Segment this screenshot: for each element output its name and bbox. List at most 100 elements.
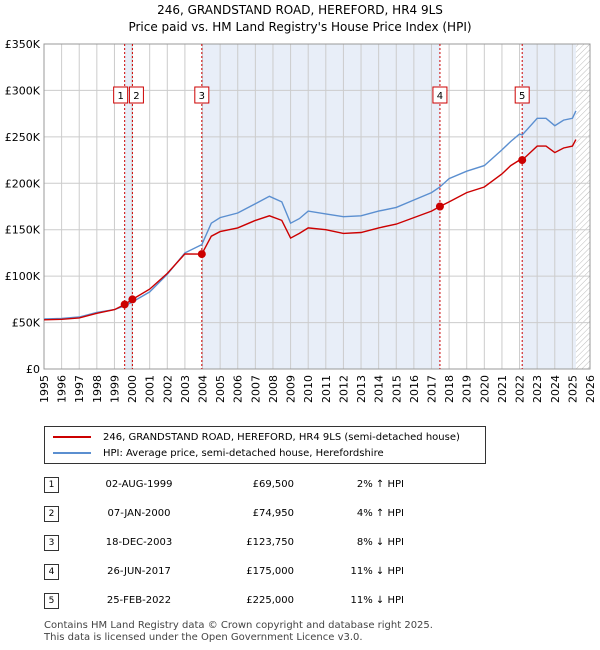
sale-number: 5 <box>44 592 59 609</box>
x-tick-label: 2000 <box>126 375 139 403</box>
sale-number-label: 5 <box>519 91 525 102</box>
legend-label-hpi: HPI: Average price, semi-detached house,… <box>103 447 384 459</box>
sale-date: 25-FEB-2022 <box>106 595 172 606</box>
sale-point <box>435 202 444 211</box>
future-hatch <box>575 44 590 369</box>
price-chart: £0 £50K £100K £150K £200K £250K £300K £350K 1995… <box>5 38 597 403</box>
y-tick-label: £350K <box>5 38 41 51</box>
legend-swatch-hpi <box>53 452 91 454</box>
sale-number-box <box>113 86 129 104</box>
sale-hpi-diff: 2% ↑ HPI <box>356 479 404 490</box>
x-tick-label: 2013 <box>355 375 368 403</box>
sale-row: 3 18-DEC-2003 £123,750 8% ↓ HPI <box>44 528 404 557</box>
x-tick-label: 2025 <box>566 375 579 403</box>
x-tick-label: 2010 <box>302 375 315 403</box>
x-tick-label: 2021 <box>496 375 509 403</box>
sale-point <box>197 250 206 259</box>
y-tick-label: £100K <box>5 270 41 283</box>
legend-item-property: 246, GRANDSTAND ROAD, HEREFORD, HR4 9LS … <box>53 430 460 444</box>
x-tick-label: 1997 <box>73 375 86 403</box>
sale-hpi-diff: 4% ↑ HPI <box>356 508 404 519</box>
sale-number-box <box>194 86 210 104</box>
shaded-period <box>124 44 133 369</box>
x-tick-label: 2014 <box>373 375 386 403</box>
sale-number-box <box>432 86 448 104</box>
sale-number-label: 3 <box>199 91 205 102</box>
x-tick-label: 2024 <box>549 375 562 403</box>
shaded-period <box>522 44 576 369</box>
sale-number-label: 4 <box>437 91 443 102</box>
sale-number-box <box>128 86 144 104</box>
sale-price: £225,000 <box>246 595 294 606</box>
sale-price: £74,950 <box>252 508 294 519</box>
sale-date: 18-DEC-2003 <box>105 537 173 548</box>
x-tick-label: 2002 <box>161 375 174 403</box>
y-tick-label: £250K <box>5 131 41 144</box>
chart-title-line2: Price paid vs. HM Land Registry's House … <box>128 20 472 34</box>
x-tick-label: 2009 <box>285 375 298 403</box>
sale-number: 4 <box>44 563 59 580</box>
y-tick-label: £50K <box>12 317 41 330</box>
sale-point <box>128 295 137 304</box>
x-tick-label: 2005 <box>214 375 227 403</box>
sale-number: 1 <box>44 476 59 493</box>
x-tick-label: 2004 <box>197 375 210 403</box>
x-tick-label: 2007 <box>249 375 262 403</box>
sale-price: £175,000 <box>246 566 294 577</box>
sale-hpi-diff: 11% ↓ HPI <box>350 566 404 577</box>
x-tick-label: 2008 <box>267 375 280 403</box>
sales-table: 1 02-AUG-1999 £69,500 2% ↑ HPI 2 07-JAN-2000 £… <box>44 470 404 615</box>
y-tick-label: £0 <box>26 363 40 376</box>
sale-point <box>518 156 527 165</box>
legend-swatch-property <box>53 436 91 438</box>
hpi-line <box>43 110 577 320</box>
x-tick-label: 2026 <box>584 375 597 403</box>
x-tick-label: 2018 <box>443 375 456 403</box>
y-tick-label: £150K <box>5 224 41 237</box>
footer: Contains HM Land Registry data © Crown c… <box>44 620 433 644</box>
x-tick-label: 2020 <box>478 375 491 403</box>
legend-item-hpi: HPI: Average price, semi-detached house,… <box>53 446 384 460</box>
sale-number: 3 <box>44 534 59 551</box>
chart-title-line1: 246, GRANDSTAND ROAD, HEREFORD, HR4 9LS <box>157 3 443 17</box>
sale-date: 26-JUN-2017 <box>107 566 171 577</box>
plot-frame <box>43 43 591 370</box>
sale-hpi-diff: 8% ↓ HPI <box>356 537 404 548</box>
chart-legend: 246, GRANDSTAND ROAD, HEREFORD, HR4 9LS … <box>44 426 486 464</box>
x-tick-label: 2016 <box>408 375 421 403</box>
x-tick-label: 2003 <box>179 375 192 403</box>
x-tick-label: 1996 <box>56 375 69 403</box>
x-tick-label: 2022 <box>514 375 527 403</box>
x-tick-label: 2006 <box>232 375 245 403</box>
sale-hpi-diff: 11% ↓ HPI <box>350 595 404 606</box>
y-tick-label: £200K <box>5 177 41 190</box>
sale-number-label: 1 <box>117 91 123 102</box>
x-tick-label: 1998 <box>91 375 104 403</box>
x-tick-label: 1999 <box>108 375 121 403</box>
x-tick-label: 2001 <box>144 375 157 403</box>
x-tick-label: 2015 <box>390 375 403 403</box>
sale-number: 2 <box>44 505 59 522</box>
x-tick-label: 2017 <box>425 375 438 403</box>
shaded-period <box>201 44 440 369</box>
x-tick-label: 1995 <box>38 375 51 403</box>
footer-copyright: Contains HM Land Registry data © Crown c… <box>44 620 433 631</box>
sale-row: 1 02-AUG-1999 £69,500 2% ↑ HPI <box>44 470 404 499</box>
sale-price: £69,500 <box>252 479 294 490</box>
sale-number-box <box>514 86 530 104</box>
sale-row: 4 26-JUN-2017 £175,000 11% ↓ HPI <box>44 557 404 586</box>
x-tick-label: 2011 <box>320 375 333 403</box>
footer-licence: This data is licensed under the Open Gov… <box>44 632 363 643</box>
sale-price: £123,750 <box>246 537 294 548</box>
y-tick-label: £300K <box>5 84 41 97</box>
sale-number-label: 2 <box>133 91 139 102</box>
legend-label-property: 246, GRANDSTAND ROAD, HEREFORD, HR4 9LS … <box>103 431 460 443</box>
sale-date: 07-JAN-2000 <box>107 508 171 519</box>
sale-row: 2 07-JAN-2000 £74,950 4% ↑ HPI <box>44 499 404 528</box>
sale-row: 5 25-FEB-2022 £225,000 11% ↓ HPI <box>44 586 404 615</box>
sale-date: 02-AUG-1999 <box>105 479 173 490</box>
sale-point <box>120 300 129 309</box>
x-tick-label: 2023 <box>531 375 544 403</box>
x-tick-label: 2019 <box>461 375 474 403</box>
x-tick-label: 2012 <box>337 375 350 403</box>
